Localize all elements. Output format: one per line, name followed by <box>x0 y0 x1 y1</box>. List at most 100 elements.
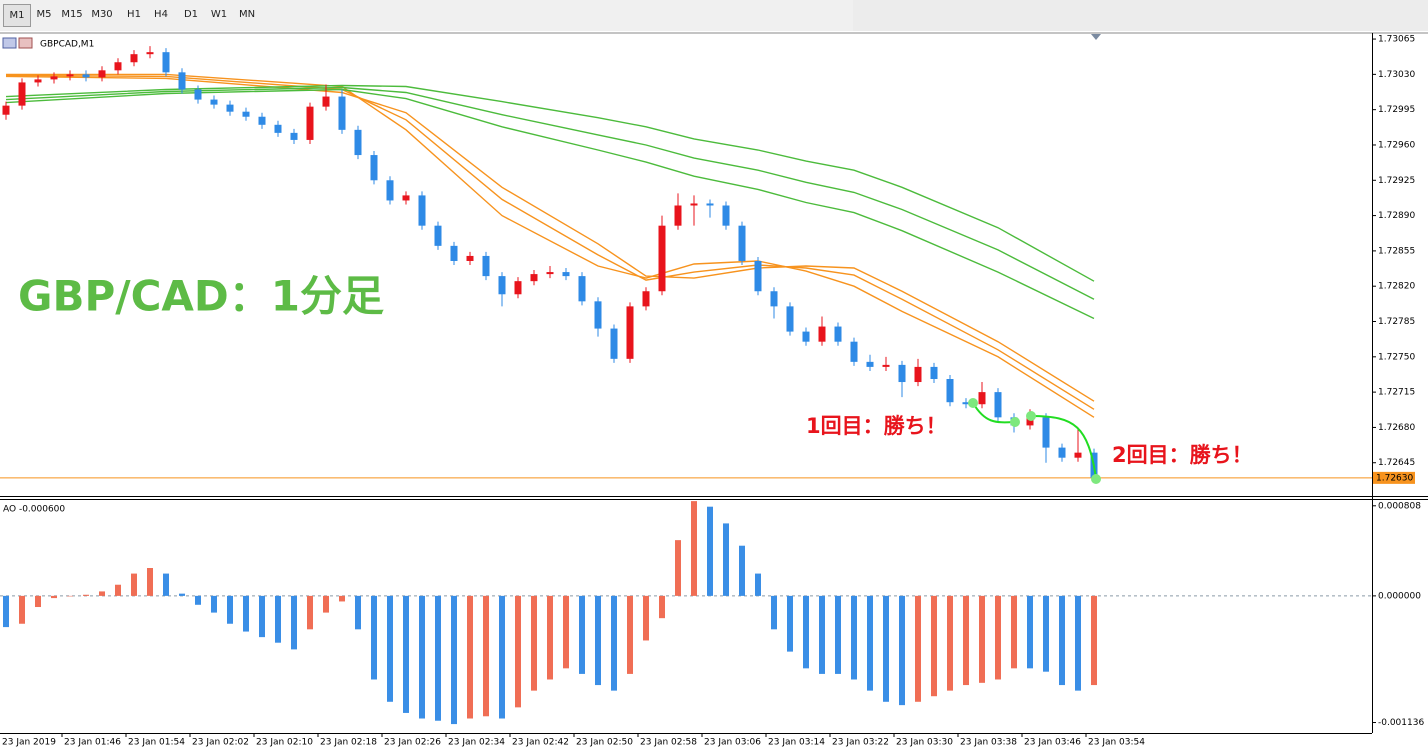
y-tick-label: 1.72715 <box>1378 388 1415 398</box>
candle-body <box>18 82 26 106</box>
ao-bar <box>563 595 569 669</box>
candle-body <box>482 255 490 277</box>
candle-body <box>946 379 954 403</box>
x-tick-label: 23 Jan 02:02 <box>192 738 249 748</box>
timeframe-button[interactable]: M30 <box>91 9 113 20</box>
ao-bar <box>19 595 25 624</box>
ao-bar <box>1027 595 1033 669</box>
candle-body <box>210 99 218 105</box>
ao-bar <box>323 595 329 613</box>
x-tick-label: 23 Jan 03:38 <box>960 738 1017 748</box>
ao-bar <box>435 595 441 721</box>
timeframe-button[interactable]: MN <box>238 9 256 20</box>
ao-bar <box>739 545 745 596</box>
timeframe-button[interactable]: H1 <box>127 9 141 20</box>
annotation: 2回目：勝ち！ <box>1112 443 1253 467</box>
timeframe-button[interactable]: M15 <box>61 9 83 20</box>
shift-marker <box>1091 34 1101 40</box>
candle-body <box>674 205 682 226</box>
candle-body <box>546 272 554 275</box>
ao-bar <box>403 595 409 713</box>
ao-bar <box>339 595 345 602</box>
timeframe-button[interactable]: M1 <box>3 4 31 27</box>
ao-bar <box>195 595 201 605</box>
x-tick-label: 23 Jan 2019 <box>2 738 56 748</box>
candle-body <box>322 96 330 107</box>
moving-average <box>5 84 1095 282</box>
candle-body <box>1026 417 1034 426</box>
y-tick-label: 1.73030 <box>1378 70 1415 80</box>
candle-body <box>1058 447 1066 458</box>
ao-bar <box>675 540 681 596</box>
ao-bar <box>307 595 313 630</box>
candle-body <box>738 225 746 261</box>
candle-body <box>338 96 346 130</box>
ao-bar <box>787 595 793 652</box>
candle-body <box>706 203 714 206</box>
x-tick-label: 23 Jan 03:30 <box>896 738 953 748</box>
y-tick-label: 1.72960 <box>1378 140 1415 150</box>
signal-dot <box>1091 474 1101 484</box>
candle-body <box>1074 452 1082 458</box>
ao-bar <box>99 591 105 596</box>
candle-body <box>978 392 986 405</box>
timeframe-button[interactable]: W1 <box>210 9 228 20</box>
y-tick-label: 1.72995 <box>1378 105 1415 115</box>
candle-body <box>962 402 970 405</box>
signal-dot <box>968 398 978 408</box>
current-price-box <box>1373 471 1415 484</box>
ao-bar <box>131 573 137 596</box>
x-tick-label: 23 Jan 02:26 <box>384 738 441 748</box>
candle-body <box>418 195 426 226</box>
ao-bar <box>883 595 889 702</box>
candle-body <box>818 326 826 342</box>
ao-bar <box>1075 595 1081 691</box>
ao-bar <box>995 595 1001 680</box>
ao-bar <box>179 593 185 596</box>
candle-body <box>450 245 458 261</box>
candle-body <box>514 281 522 295</box>
x-tick-label: 23 Jan 02:10 <box>256 738 313 748</box>
annotation: GBP/CAD：1分足 <box>18 272 384 321</box>
indicator-title: AO -0.000600 <box>3 505 65 515</box>
ao-bar <box>1059 595 1065 686</box>
candle-body <box>130 54 138 63</box>
ao-bar <box>227 595 233 624</box>
chart-icon <box>18 37 33 49</box>
candle-body <box>722 205 730 226</box>
candle-body <box>1042 417 1050 448</box>
ao-bar <box>531 595 537 691</box>
candle-body <box>786 306 794 332</box>
candle-body <box>50 76 58 80</box>
y-tick-label: 1.72645 <box>1378 458 1415 468</box>
ao-bar <box>803 595 809 669</box>
moving-average <box>5 74 1095 410</box>
signal-dot <box>1010 417 1020 427</box>
x-tick-label: 23 Jan 02:42 <box>512 738 569 748</box>
candle-body <box>66 74 74 77</box>
background <box>0 31 1428 755</box>
candle-body <box>386 180 394 201</box>
candle-body <box>194 89 202 100</box>
candle-body <box>274 124 282 133</box>
y-tick-label: 1.72785 <box>1378 317 1415 327</box>
timeframe-button[interactable]: M5 <box>36 9 52 20</box>
ao-bar <box>67 595 73 597</box>
ao-bar <box>1011 595 1017 669</box>
candle-body <box>162 52 170 73</box>
candle-body <box>882 364 890 367</box>
candle-body <box>146 52 154 55</box>
timeframe-button[interactable]: H4 <box>154 9 168 20</box>
candle-body <box>770 291 778 307</box>
candle-body <box>610 328 618 359</box>
ao-bar <box>451 595 457 725</box>
timeframe-button[interactable]: D1 <box>183 9 199 20</box>
ao-bar <box>595 595 601 686</box>
x-tick-label: 23 Jan 03:22 <box>832 738 889 748</box>
ao-bar <box>35 595 41 608</box>
candle-body <box>498 276 506 295</box>
ao-bar <box>851 595 857 680</box>
ao-bar <box>147 568 153 596</box>
ao-bar <box>499 595 505 719</box>
